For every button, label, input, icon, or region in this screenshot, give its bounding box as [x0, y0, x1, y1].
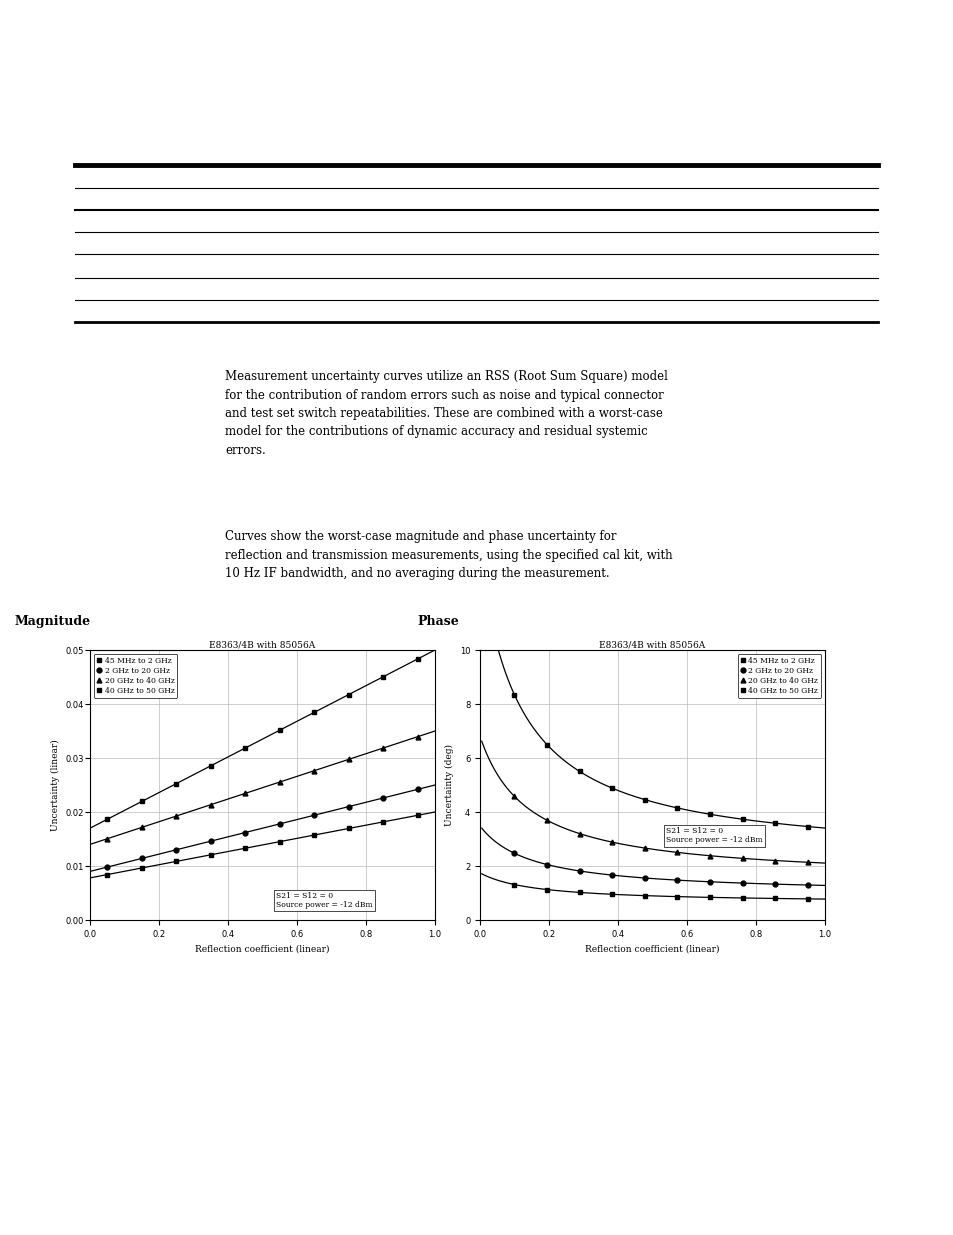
- Text: Curves show the worst-case magnitude and phase uncertainty for
reflection and tr: Curves show the worst-case magnitude and…: [225, 530, 672, 580]
- X-axis label: Reflection coefficient (linear): Reflection coefficient (linear): [195, 945, 330, 953]
- Legend: 45 MHz to 2 GHz, 2 GHz to 20 GHz, 20 GHz to 40 GHz, 40 GHz to 50 GHz: 45 MHz to 2 GHz, 2 GHz to 20 GHz, 20 GHz…: [737, 653, 821, 698]
- X-axis label: Reflection coefficient (linear): Reflection coefficient (linear): [584, 945, 719, 953]
- Title: E8363/4B with 85056A: E8363/4B with 85056A: [598, 640, 705, 650]
- Title: E8363/4B with 85056A: E8363/4B with 85056A: [209, 640, 315, 650]
- Legend: 45 MHz to 2 GHz, 2 GHz to 20 GHz, 20 GHz to 40 GHz, 40 GHz to 50 GHz: 45 MHz to 2 GHz, 2 GHz to 20 GHz, 20 GHz…: [93, 653, 177, 698]
- Y-axis label: Uncertainty (linear): Uncertainty (linear): [51, 739, 60, 831]
- Text: S21 = S12 = 0
Source power = -12 dBm: S21 = S12 = 0 Source power = -12 dBm: [276, 892, 373, 909]
- Text: S21 = S12 = 0
Source power = -12 dBm: S21 = S12 = 0 Source power = -12 dBm: [665, 827, 762, 845]
- Text: Measurement uncertainty curves utilize an RSS (Root Sum Square) model
for the co: Measurement uncertainty curves utilize a…: [225, 370, 667, 457]
- Text: Magnitude: Magnitude: [14, 615, 91, 629]
- Text: Phase: Phase: [417, 615, 459, 629]
- Y-axis label: Uncertainty (deg): Uncertainty (deg): [445, 743, 454, 826]
